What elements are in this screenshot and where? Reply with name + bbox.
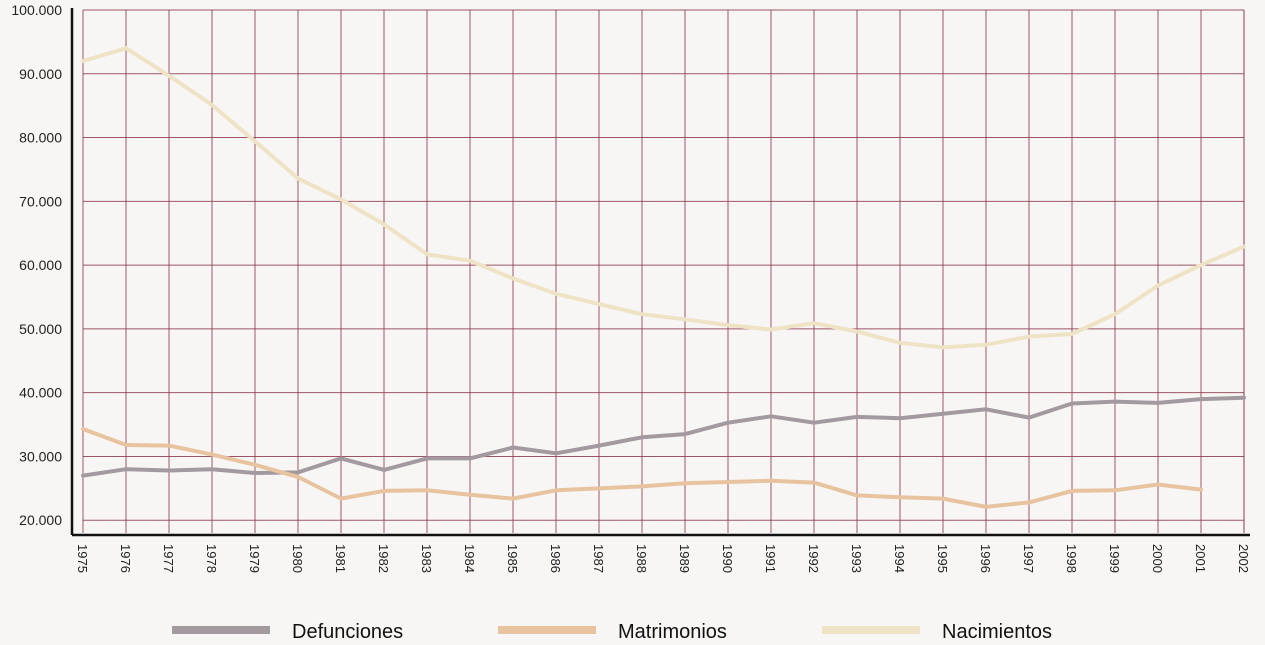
- axes: [72, 8, 1250, 535]
- grid: [83, 10, 1244, 533]
- legend-label: Nacimientos: [942, 621, 1052, 640]
- y-tick-label: 100.000: [11, 2, 62, 18]
- series-line-nacimientos: [83, 48, 1244, 347]
- y-tick-label: 50.000: [19, 321, 62, 337]
- x-tick-label: 1985: [505, 544, 520, 573]
- x-tick-label: 1984: [462, 544, 477, 573]
- x-tick-label: 1988: [634, 544, 649, 573]
- series-lines: [83, 48, 1244, 507]
- y-tick-label: 30.000: [19, 448, 62, 464]
- x-tick-label: 1980: [290, 544, 305, 573]
- x-tick-label: 1989: [677, 544, 692, 573]
- y-tick-label: 70.000: [19, 193, 62, 209]
- x-tick-label: 1978: [204, 544, 219, 573]
- y-tick-label: 20.000: [19, 512, 62, 528]
- legend: Defunciones Matrimonios Nacimientos: [172, 621, 1052, 640]
- x-tick-label: 1994: [892, 544, 907, 573]
- x-tick-label: 1990: [720, 544, 735, 573]
- x-tick-label: 1976: [118, 544, 133, 573]
- x-axis-tick-labels: 1975 1976 1977 1978 1979 1980 1981 1982 1983 1984…: [75, 544, 1251, 573]
- y-tick-label: 80.000: [19, 130, 62, 146]
- x-tick-label: 1997: [1021, 544, 1036, 573]
- x-tick-label: 1991: [763, 544, 778, 573]
- legend-label: Matrimonios: [618, 621, 727, 640]
- y-tick-label: 40.000: [19, 385, 62, 401]
- y-tick-label: 90.000: [19, 66, 62, 82]
- x-tick-label: 1981: [333, 544, 348, 573]
- x-tick-label: 1996: [978, 544, 993, 573]
- x-tick-label: 1995: [935, 544, 950, 573]
- x-tick-label: 1982: [376, 544, 391, 573]
- x-tick-label: 1999: [1107, 544, 1122, 573]
- x-tick-label: 1998: [1064, 544, 1079, 573]
- y-axis-tick-labels: 20.000 30.000 40.000 50.000 60.000 70.000 80.0…: [11, 2, 62, 528]
- x-tick-label: 1992: [806, 544, 821, 573]
- x-tick-label: 1986: [548, 544, 563, 573]
- x-tick-label: 1983: [419, 544, 434, 573]
- x-tick-label: 2002: [1236, 544, 1251, 573]
- x-tick-label: 1979: [247, 544, 262, 573]
- x-tick-label: 1977: [161, 544, 176, 573]
- x-tick-label: 2000: [1150, 544, 1165, 573]
- y-tick-label: 60.000: [19, 257, 62, 273]
- legend-label: Defunciones: [292, 621, 403, 640]
- x-tick-label: 1993: [849, 544, 864, 573]
- x-tick-label: 2001: [1193, 544, 1208, 573]
- x-tick-label: 1975: [75, 544, 90, 573]
- x-tick-label: 1987: [591, 544, 606, 573]
